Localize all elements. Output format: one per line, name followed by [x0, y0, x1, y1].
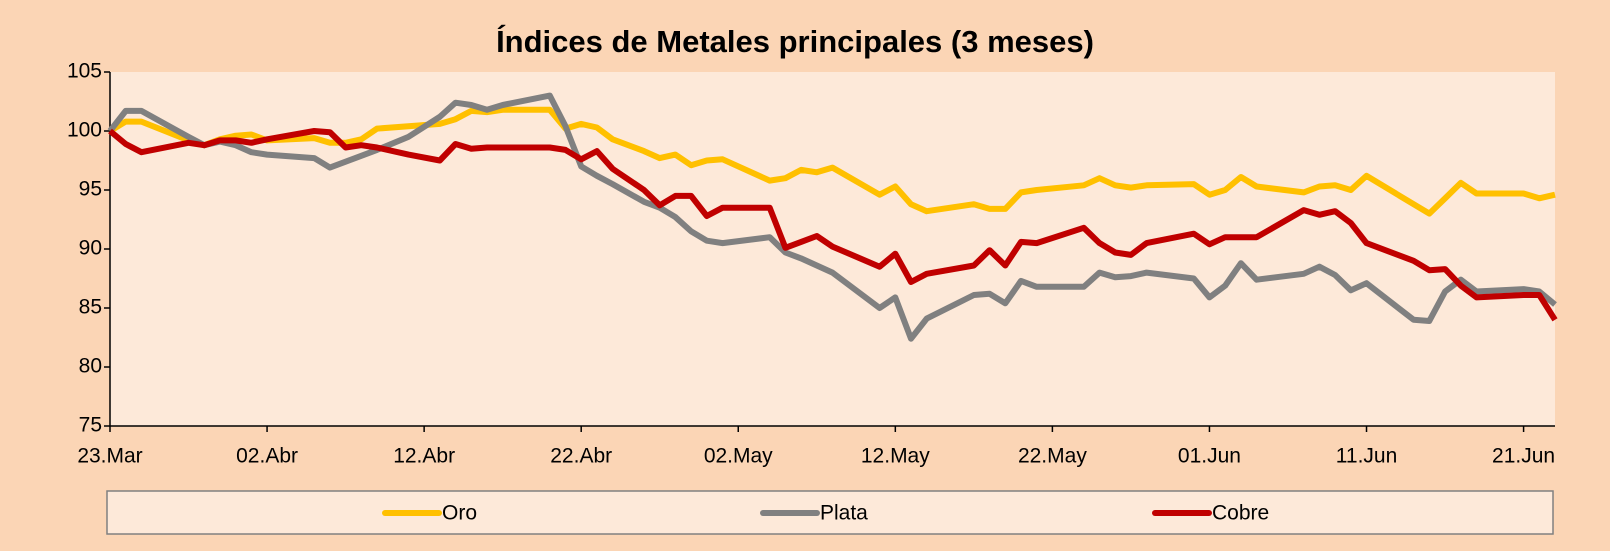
y-tick-label: 95 [79, 178, 102, 201]
x-tick-label: 12.May [861, 445, 930, 468]
y-tick-label: 105 [67, 60, 102, 83]
y-tick-label: 100 [67, 119, 102, 142]
x-tick-label: 01.Jun [1178, 445, 1241, 468]
series-line [108, 128, 1558, 322]
chart-title: Índices de Metales principales (3 meses) [496, 24, 1094, 59]
x-tick-label: 02.May [704, 445, 773, 468]
series-line [108, 106, 1556, 217]
y-tick-label: 90 [79, 237, 102, 260]
x-tick-label: 21.Jun [1492, 445, 1555, 468]
x-tick-label: 12.Abr [393, 445, 455, 468]
x-tick-label: 22.May [1018, 445, 1087, 468]
y-tick-label: 85 [79, 296, 102, 319]
legend-label: Oro [442, 502, 477, 525]
legend-label: Plata [820, 502, 868, 525]
legend [106, 490, 1554, 535]
legend-label: Cobre [1212, 502, 1269, 525]
y-tick-label: 75 [79, 414, 102, 437]
x-tick-label: 11.Jun [1336, 445, 1398, 468]
x-tick-label: 02.Abr [236, 445, 298, 468]
series-line [107, 92, 1557, 342]
y-tick-label: 80 [79, 355, 102, 378]
x-tick-label: 22.Abr [550, 445, 612, 468]
x-tick-label: 23.Mar [77, 445, 142, 468]
